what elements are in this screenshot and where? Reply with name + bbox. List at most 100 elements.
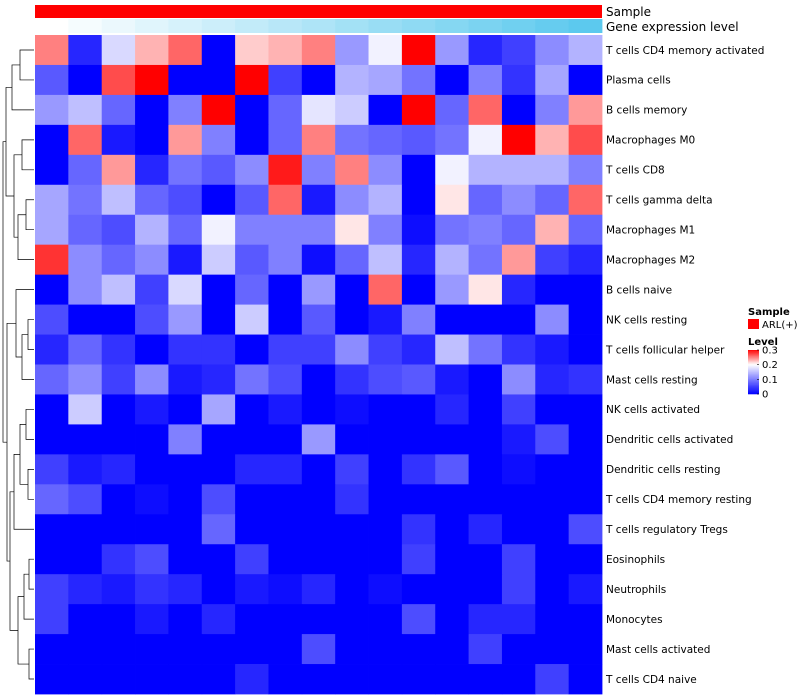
heatmap-cell [401, 364, 436, 395]
legend-colorbar-segment [748, 391, 759, 394]
heatmap-cell [35, 514, 69, 545]
heatmap-cell [101, 94, 136, 126]
heatmap-cell [35, 664, 69, 695]
dendrogram-branch [25, 199, 34, 231]
heatmap-cell [468, 184, 503, 216]
heatmap-cell [268, 244, 303, 276]
heatmap-cell [335, 424, 369, 455]
heatmap-cell [501, 124, 536, 156]
heatmap-cell [35, 484, 69, 515]
heatmap-cell [401, 544, 436, 575]
expression-annotation-cell [501, 19, 536, 33]
heatmap-cell [268, 454, 303, 485]
heatmap-cell [368, 634, 403, 665]
heatmap-cell [568, 364, 603, 395]
heatmap-cell [401, 244, 436, 276]
heatmap-cell [35, 184, 69, 216]
legend-tick-label: 0.3 [762, 346, 778, 357]
heatmap-cell [101, 394, 136, 425]
heatmap-cell [301, 424, 336, 455]
row-label: Mast cells resting [606, 374, 698, 386]
heatmap-cell [368, 94, 403, 126]
heatmap-cell [135, 424, 169, 455]
heatmap-cell [35, 424, 69, 455]
heatmap-cell [135, 604, 169, 635]
dendrogram-branch [28, 558, 34, 590]
heatmap-cell [35, 574, 69, 605]
heatmap-cell [35, 64, 69, 96]
expression-annotation-cell [535, 19, 570, 33]
heatmap-cell [268, 484, 303, 515]
heatmap-cell [435, 304, 469, 335]
heatmap-cell [401, 484, 436, 515]
heatmap-cell [68, 514, 103, 545]
heatmap-cell [501, 514, 536, 545]
heatmap-cell [468, 334, 503, 365]
heatmap-cell [435, 274, 469, 305]
heatmap-cell [168, 124, 203, 156]
heatmap-cell [135, 184, 169, 216]
heatmap-cell [535, 484, 570, 515]
row-label: B cells memory [606, 105, 687, 117]
heatmap-cell [501, 544, 536, 575]
heatmap-cell [201, 244, 236, 276]
heatmap-cell [101, 304, 136, 335]
row-label: T cells CD4 naive [605, 674, 697, 686]
heatmap-cell [368, 604, 403, 635]
heatmap-cell [368, 364, 403, 395]
heatmap-cell [535, 64, 570, 96]
heatmap-cell [301, 544, 336, 575]
heatmap-cell [568, 94, 603, 126]
heatmap-cell [168, 334, 203, 365]
heatmap-cell [401, 94, 436, 126]
heatmap-cell [168, 184, 203, 216]
expression-annotation-cell [35, 19, 69, 33]
expression-annotation-cell [568, 19, 603, 33]
heatmap-cell [535, 244, 570, 276]
dendrogram-branch [25, 409, 34, 440]
heatmap-cell [535, 394, 570, 425]
heatmap-cell [301, 244, 336, 276]
legend-colorbar-segment [748, 362, 759, 364]
heatmap-cell [101, 604, 136, 635]
legend-colorbar-segment [748, 374, 759, 376]
expression-annotation-cell [201, 19, 236, 33]
heatmap-cell [168, 454, 203, 485]
heatmap-cell [368, 334, 403, 365]
heatmap-cell [168, 94, 203, 126]
heatmap-cell [68, 274, 103, 305]
heatmap-cell [268, 334, 303, 365]
heatmap-cell [535, 334, 570, 365]
dendrogram-branch [2, 141, 7, 443]
heatmap-cell [235, 94, 269, 126]
legend-colorbar-segment [748, 366, 759, 368]
legend-colorbar-segment [748, 387, 759, 389]
heatmap-cell [501, 184, 536, 216]
heatmap-cell [101, 514, 136, 545]
heatmap-cell [435, 574, 469, 605]
heatmap-cell [501, 334, 536, 365]
heatmap-cell [68, 484, 103, 515]
heatmap-cell [135, 244, 169, 276]
heatmap-cell [568, 544, 603, 575]
heatmap-cell [335, 574, 369, 605]
dendrogram-branch [11, 64, 34, 111]
heatmap-cell [35, 364, 69, 395]
heatmap-cell [368, 214, 403, 246]
legend-colorbar-segment [748, 367, 759, 369]
heatmap-cell [101, 35, 136, 66]
heatmap-cell [135, 484, 169, 515]
heatmap-cell [235, 454, 269, 485]
heatmap-cell [68, 664, 103, 695]
heatmap-cell [568, 214, 603, 246]
heatmap-cell [435, 154, 469, 186]
heatmap-cell [335, 274, 369, 305]
heatmap-cell [35, 244, 69, 276]
heatmap-cell [168, 574, 203, 605]
heatmap-cell [501, 304, 536, 335]
heatmap-cell [301, 514, 336, 545]
heatmap-cell [101, 574, 136, 605]
heatmap-cell [501, 64, 536, 96]
legend-colorbar-segment [748, 359, 759, 362]
